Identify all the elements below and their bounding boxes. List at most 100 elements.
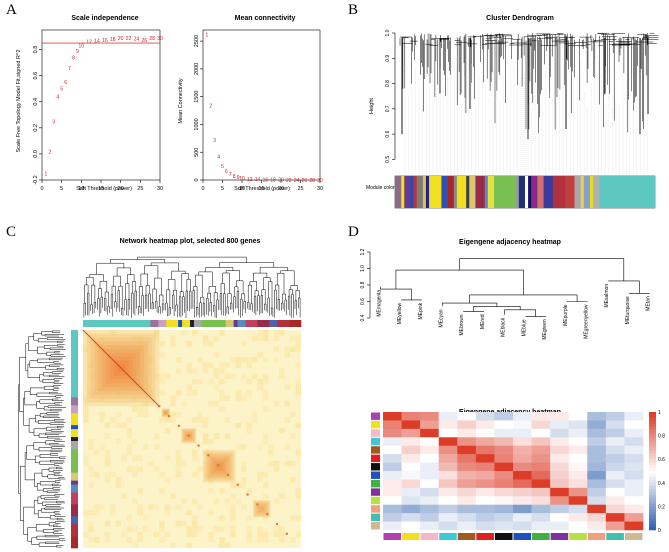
heatmap-cell: [192, 379, 198, 385]
data-point-label: 22: [286, 178, 292, 184]
data-point-label: 12: [86, 40, 92, 46]
heatmap-cell: [241, 395, 247, 401]
heatmap-cell: [438, 496, 458, 506]
colorbar-segment: [649, 417, 656, 422]
diagonal-point: [246, 493, 249, 496]
heatmap-cell: [494, 445, 514, 455]
heatmap-cell: [624, 454, 644, 463]
heatmap-cell: [624, 521, 644, 531]
heatmap-cell: [273, 335, 280, 341]
heatmap-cell: [246, 526, 252, 532]
heatmap-cell: [142, 411, 149, 418]
heatmap-cell: [624, 496, 644, 506]
heatmap-cell: [587, 513, 607, 522]
heatmap-cell: [170, 335, 176, 341]
heatmap-cell: [290, 411, 296, 418]
heatmap-cell: [284, 417, 291, 423]
heatmap-cell: [273, 466, 280, 472]
heatmap-cell: [257, 444, 263, 450]
data-point-label: 10: [239, 176, 245, 182]
heatmap-cell: [219, 368, 225, 374]
heatmap-cell: [262, 531, 269, 538]
data-point-label: 24: [134, 36, 140, 42]
heatmap-cell: [401, 479, 421, 489]
heatmap-cell: [219, 515, 225, 521]
module-block: [163, 410, 169, 416]
data-point-label: 20: [118, 36, 124, 42]
y-tick-label: 0.7: [385, 105, 391, 112]
heatmap-cell: [99, 379, 105, 385]
data-point-label: 12: [247, 177, 253, 183]
module-block: [164, 411, 167, 414]
heatmap-cell: [494, 496, 514, 506]
heatmap-cell: [164, 509, 171, 516]
heatmap-cell: [262, 433, 269, 439]
heatmap-cell: [132, 362, 138, 369]
y-tick-label: 0.6: [33, 72, 39, 80]
panel-letter-d: D: [348, 224, 359, 240]
colorbar-segment: [649, 527, 656, 531]
heatmap-cell: [99, 417, 105, 423]
heatmap-cell: [438, 412, 458, 421]
module-color-segment: [429, 176, 442, 208]
module-color-segment: [416, 176, 424, 208]
cluster-dendrogram-title: Cluster Dendrogram: [486, 15, 554, 22]
y-tick-label: 0.4: [360, 314, 366, 321]
heatmap-cell: [587, 496, 607, 506]
heatmap-cell: [224, 542, 231, 548]
heatmap-cell: [159, 389, 165, 396]
heatmap-cell: [192, 417, 198, 423]
left-module-color: [71, 413, 78, 426]
column-color-swatch: [494, 533, 513, 540]
module-color-segment: [469, 176, 476, 208]
heatmap-cell: [494, 487, 514, 497]
heatmap-cell: [494, 513, 514, 522]
heatmap-cell: [186, 531, 192, 538]
heatmap-cell: [295, 384, 301, 390]
row-color-swatch: [371, 429, 380, 437]
heatmap-cell: [420, 428, 440, 438]
scale-independence-title: Scale independence: [71, 15, 139, 22]
heatmap-cell: [457, 412, 477, 421]
heatmap-cell: [568, 521, 588, 531]
heatmap-cell: [262, 373, 269, 380]
heatmap-cell: [383, 420, 402, 430]
left-module-color: [71, 492, 78, 505]
heatmap-cell: [93, 504, 100, 510]
colorbar-tick-label: 0.8: [658, 434, 665, 440]
heatmap-cell: [383, 504, 402, 514]
heatmap-cell: [513, 471, 532, 480]
heatmap-cell: [257, 384, 263, 390]
heatmap-cell: [219, 362, 225, 369]
heatmap-cell: [257, 504, 263, 510]
heatmap-cell: [132, 373, 138, 380]
heatmap-cell: [438, 521, 458, 531]
column-color-swatch: [457, 533, 476, 540]
heatmap-cell: [213, 433, 220, 439]
heatmap-cell: [186, 362, 192, 369]
colorbar-segment: [649, 479, 656, 484]
heatmap-cell: [401, 513, 421, 522]
heatmap-cell: [513, 504, 532, 514]
heatmap-cell: [624, 471, 644, 480]
module-block: [217, 464, 221, 468]
diagonal-point: [266, 513, 269, 516]
heatmap-cell: [401, 487, 421, 497]
heatmap-cell: [295, 389, 301, 396]
heatmap-cell: [137, 466, 143, 472]
heatmap-cell: [88, 537, 94, 543]
heatmap-cell: [624, 412, 644, 421]
heatmap-cell: [170, 395, 176, 401]
heatmap-cell: [159, 417, 165, 423]
heatmap-cell: [279, 537, 285, 543]
heatmap-cell: [257, 526, 263, 532]
heatmap-cell: [132, 406, 138, 412]
heatmap-cell: [438, 479, 458, 489]
heatmap-cell: [295, 422, 301, 429]
heatmap-cell: [475, 454, 495, 463]
heatmap-cell: [181, 400, 187, 407]
heatmap-cell: [241, 466, 247, 472]
module-block: [214, 461, 225, 472]
heatmap-cell: [587, 471, 607, 480]
